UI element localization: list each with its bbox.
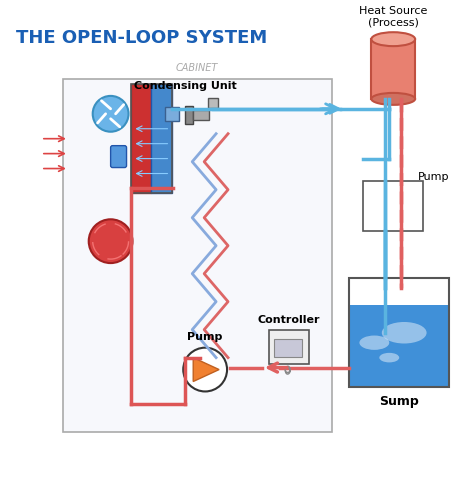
Bar <box>193 110 209 120</box>
Bar <box>208 98 218 108</box>
Text: Sump: Sump <box>379 395 419 409</box>
Text: Pump: Pump <box>188 332 223 342</box>
FancyBboxPatch shape <box>63 79 332 432</box>
Text: THE OPEN-LOOP SYSTEM: THE OPEN-LOOP SYSTEM <box>16 29 268 47</box>
Text: CABINET: CABINET <box>176 63 218 73</box>
FancyBboxPatch shape <box>269 330 308 364</box>
Circle shape <box>89 219 132 263</box>
Ellipse shape <box>379 353 399 362</box>
Bar <box>130 84 151 193</box>
Ellipse shape <box>382 322 426 343</box>
Ellipse shape <box>371 93 415 105</box>
Bar <box>371 39 415 99</box>
Text: Heat Source
(Process): Heat Source (Process) <box>359 6 427 27</box>
Text: Controller: Controller <box>258 315 320 325</box>
Text: Condensing Unit: Condensing Unit <box>134 81 237 91</box>
Bar <box>151 84 172 193</box>
Circle shape <box>93 96 129 131</box>
Bar <box>363 182 423 231</box>
Bar <box>349 278 449 388</box>
Bar <box>165 107 179 121</box>
Text: Pump: Pump <box>418 171 450 182</box>
Polygon shape <box>193 357 219 381</box>
Bar <box>185 106 193 124</box>
Ellipse shape <box>359 336 389 350</box>
Bar <box>349 305 449 388</box>
Ellipse shape <box>371 32 415 46</box>
FancyBboxPatch shape <box>110 146 127 168</box>
Circle shape <box>183 348 227 392</box>
Bar <box>130 84 172 193</box>
Bar <box>274 339 302 356</box>
